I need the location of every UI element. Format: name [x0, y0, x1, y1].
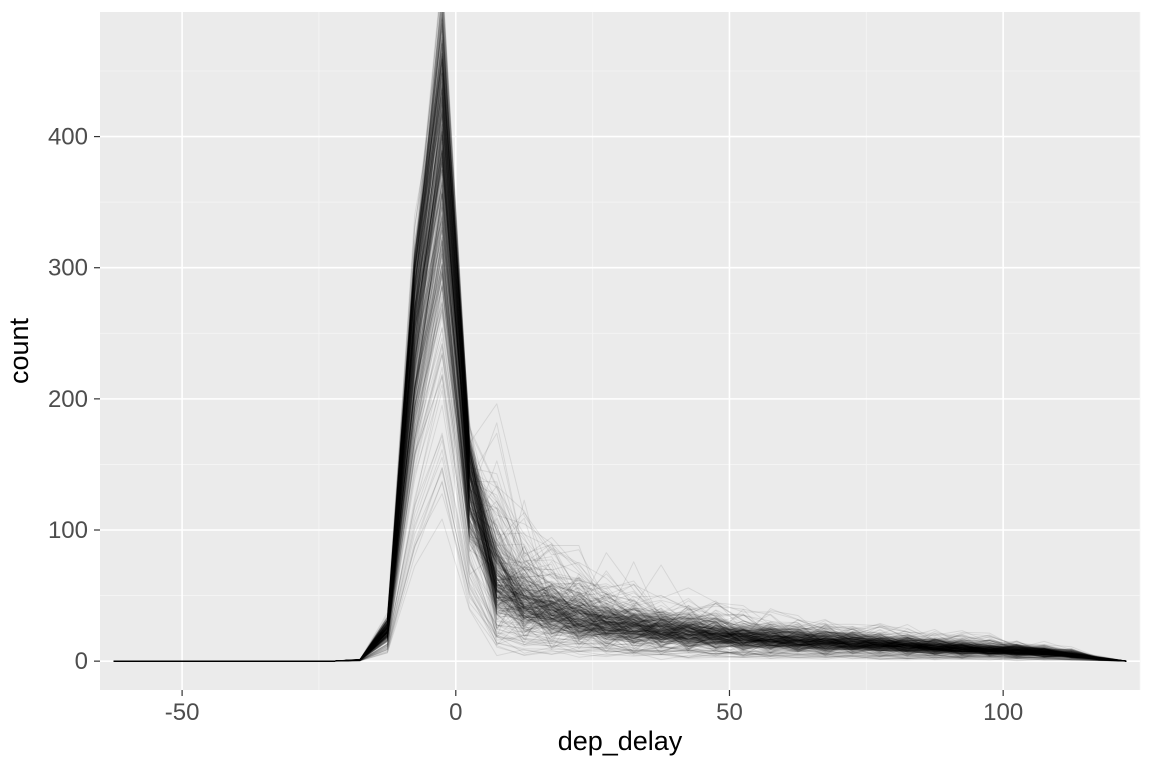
y-axis-title: count	[4, 317, 34, 384]
y-tick-label: 400	[48, 124, 88, 151]
chart-svg: -50 0 50 100 0 100 200 300 400 dep_delay count	[0, 0, 1152, 768]
chart-container: -50 0 50 100 0 100 200 300 400 dep_delay count	[0, 0, 1152, 768]
y-tick-label: 200	[48, 386, 88, 413]
y-tick-label: 300	[48, 255, 88, 282]
x-tick-label: 0	[449, 699, 462, 726]
y-tick-label: 100	[48, 517, 88, 544]
y-tick-label: 0	[75, 648, 88, 675]
x-tick-label: 50	[716, 699, 743, 726]
x-axis-title: dep_delay	[558, 726, 683, 756]
x-tick-label: 100	[983, 699, 1023, 726]
x-tick-label: -50	[165, 699, 200, 726]
